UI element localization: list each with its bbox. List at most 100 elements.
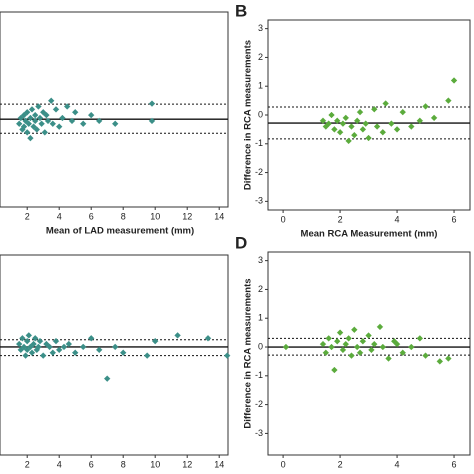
point — [49, 349, 57, 356]
point — [322, 349, 330, 356]
y-axis-label: Difference in RCA measurements — [243, 278, 254, 428]
point — [334, 338, 341, 345]
point — [204, 335, 212, 342]
y-tick-label: 0 — [258, 341, 263, 351]
point — [331, 126, 338, 133]
x-tick-label: 8 — [121, 211, 126, 221]
point — [27, 114, 34, 122]
x-tick-label: 2 — [25, 459, 30, 469]
x-tick-label: 12 — [182, 211, 192, 221]
point — [95, 346, 103, 354]
x-tick-label: 12 — [182, 459, 192, 469]
point — [319, 340, 327, 348]
point — [28, 349, 36, 356]
point — [47, 97, 55, 104]
point — [379, 343, 387, 351]
y-tick-label: 3 — [258, 23, 263, 33]
point — [365, 134, 372, 142]
point — [19, 335, 26, 342]
point — [148, 100, 156, 107]
y-tick-label: -1 — [255, 370, 263, 380]
point — [393, 340, 401, 348]
point — [20, 343, 28, 351]
point — [353, 117, 361, 124]
point — [359, 126, 367, 133]
x-tick-label: 14 — [214, 211, 224, 221]
point — [445, 355, 452, 362]
point — [87, 335, 95, 342]
x-tick-label: 10 — [150, 211, 160, 221]
point — [223, 352, 231, 359]
point — [371, 106, 378, 113]
point — [422, 352, 429, 359]
point — [408, 343, 415, 351]
x-axis-label: Mean of LAD measurement (mm) — [46, 226, 194, 237]
point — [353, 343, 361, 351]
point — [385, 355, 392, 362]
point — [359, 338, 367, 345]
point — [36, 114, 44, 122]
point — [49, 120, 57, 127]
point — [334, 117, 341, 124]
point — [43, 111, 50, 119]
x-tick-label: 6 — [452, 214, 457, 224]
point — [342, 340, 349, 348]
point — [328, 111, 335, 119]
point — [31, 111, 39, 119]
plot-frame — [0, 254, 229, 456]
point — [59, 114, 66, 122]
point — [65, 340, 73, 348]
point — [46, 343, 53, 351]
point — [119, 349, 127, 356]
point — [342, 114, 349, 122]
point — [68, 117, 76, 125]
plot-frame — [267, 251, 471, 456]
point — [151, 337, 159, 345]
point — [416, 335, 424, 342]
point — [38, 120, 45, 127]
point — [348, 352, 355, 359]
point — [43, 340, 50, 348]
point — [63, 103, 71, 110]
point — [388, 120, 395, 127]
x-tick-label: 0 — [281, 214, 286, 224]
x-tick-label: 8 — [121, 459, 126, 469]
point — [339, 120, 347, 127]
x-tick-label: 6 — [452, 459, 457, 469]
x-axis-label: Mean RCA Measurement (mm) — [301, 229, 438, 240]
y-tick-label: -3 — [255, 196, 263, 206]
point — [331, 366, 338, 374]
point — [351, 131, 358, 139]
point — [408, 123, 415, 130]
point — [348, 123, 355, 130]
point — [373, 123, 381, 130]
point — [79, 343, 87, 351]
point — [52, 106, 60, 113]
point — [111, 120, 119, 127]
point — [55, 346, 63, 354]
point — [79, 120, 87, 127]
point — [20, 123, 28, 130]
y-tick-label: 1 — [258, 81, 263, 91]
x-tick-label: 10 — [150, 459, 160, 469]
x-tick-label: 4 — [395, 214, 400, 224]
plot-frame — [0, 11, 229, 208]
point — [15, 120, 23, 127]
point — [55, 123, 63, 130]
point — [111, 343, 119, 351]
point — [422, 103, 429, 110]
y-tick-label: -1 — [255, 138, 263, 148]
x-tick-label: 0 — [281, 459, 286, 469]
point — [39, 352, 47, 359]
point — [345, 137, 352, 145]
point — [399, 349, 406, 356]
point — [143, 352, 151, 359]
panel-letter: D — [235, 233, 247, 252]
point — [103, 375, 111, 382]
x-tick-label: 6 — [89, 459, 94, 469]
panel-letter: B — [235, 1, 247, 20]
point — [27, 134, 34, 142]
y-tick-label: 2 — [258, 284, 263, 294]
point — [336, 329, 344, 336]
point — [365, 332, 372, 339]
